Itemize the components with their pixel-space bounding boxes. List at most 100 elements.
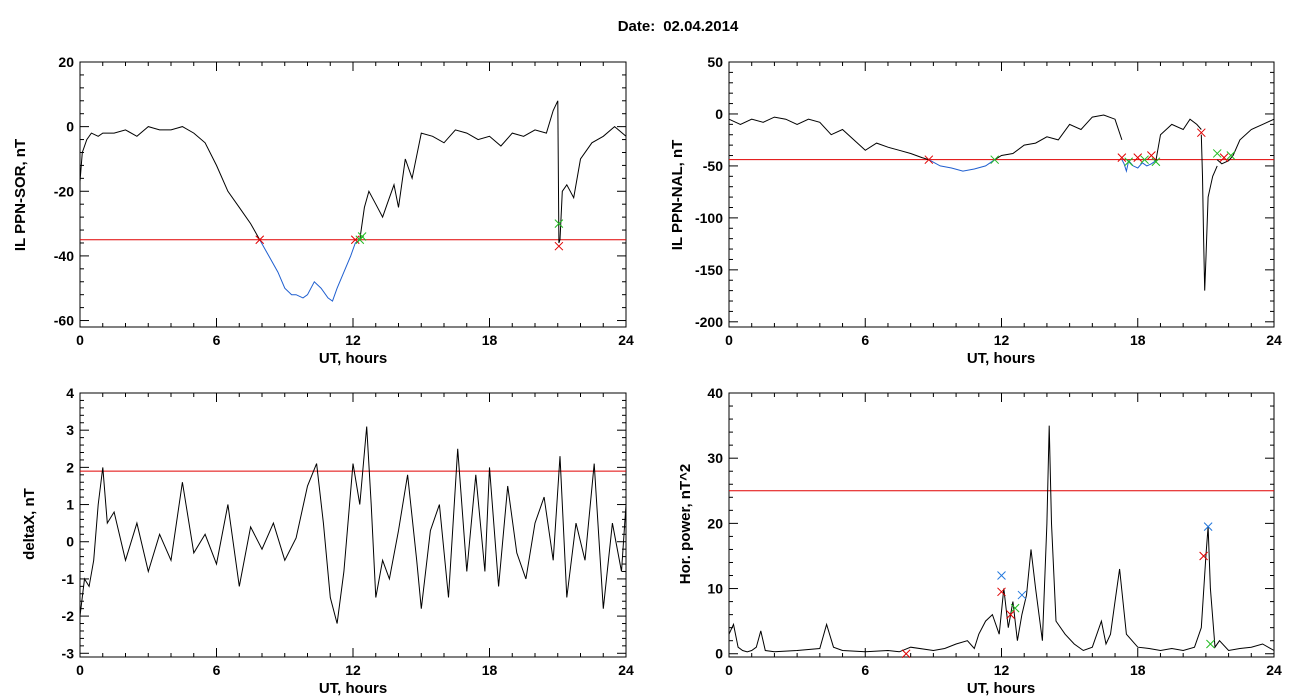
marker-green	[1206, 639, 1215, 649]
x-tick-label: 24	[618, 332, 634, 348]
series-line	[79, 126, 261, 240]
marker-green	[554, 219, 564, 228]
y-axis-label: IL PPN-NAL, nT	[669, 140, 686, 251]
marker-red	[1196, 128, 1206, 138]
y-axis-label: deltaX, nT	[21, 488, 38, 560]
marker-green	[1226, 151, 1236, 160]
marker-blue	[1203, 522, 1213, 531]
marker-red	[350, 235, 360, 245]
marker-green	[1140, 155, 1149, 165]
x-tick-label: 18	[1130, 662, 1146, 678]
plot-frame	[79, 392, 627, 658]
series-line	[994, 114, 1123, 161]
y-tick-label: 20	[707, 515, 723, 531]
x-tick-label: 24	[618, 662, 634, 678]
marker-green	[1212, 149, 1222, 158]
series-line	[728, 116, 929, 161]
marker-green	[1124, 157, 1134, 167]
marker-red	[901, 649, 911, 659]
plot-frame	[728, 61, 1275, 328]
series-line-below-threshold	[928, 159, 995, 172]
y-tick-label: 0	[66, 534, 74, 550]
x-tick-label: 0	[725, 332, 733, 348]
marker-red	[924, 155, 934, 165]
date-value: 02.04.2014	[663, 18, 739, 35]
series-line-below-threshold	[1121, 159, 1157, 174]
chart-panel-hor-power: Hor. power, nT^2 UT, hours 0 6 12 18 24 0 10 20…	[677, 385, 1282, 697]
series-line	[1155, 118, 1202, 161]
y-axis-label: IL PPN-SOR, nT	[12, 139, 29, 251]
x-tick-label: 0	[76, 332, 84, 348]
y-tick-label: 3	[66, 422, 74, 438]
x-axis-label: UT, hours	[319, 350, 387, 367]
x-axis-label: UT, hours	[967, 350, 1035, 367]
x-tick-label: 24	[1266, 662, 1282, 678]
x-tick-label: 12	[345, 662, 361, 678]
y-tick-label: -200	[695, 314, 723, 330]
y-tick-label: 10	[707, 581, 723, 597]
x-tick-label: 6	[861, 662, 869, 678]
series-line	[1216, 118, 1275, 165]
y-tick-label: -60	[54, 313, 74, 329]
marker-red	[255, 235, 265, 245]
marker-blue	[997, 571, 1006, 580]
x-tick-label: 18	[482, 662, 498, 678]
chart-panel-ppn-sor: IL PPN-SOR, nT UT, hours 0 6 12 18 24 -60 -40 -…	[12, 54, 634, 367]
marker-green	[1010, 603, 1020, 613]
y-tick-label: 20	[58, 54, 74, 70]
series-line	[79, 426, 627, 624]
y-tick-label: 50	[707, 54, 723, 70]
date-header: Date: 02.04.2014	[0, 18, 1300, 35]
marker-red	[1199, 551, 1208, 561]
y-tick-label: 4	[66, 385, 74, 401]
x-tick-label: 6	[213, 332, 221, 348]
y-tick-label: -1	[62, 571, 75, 587]
marker-red	[1006, 610, 1015, 619]
x-axis-label: UT, hours	[967, 680, 1035, 697]
x-tick-label: 18	[1130, 332, 1146, 348]
y-tick-label: 0	[66, 119, 74, 135]
x-axis-label: UT, hours	[319, 680, 387, 697]
x-tick-label: 6	[213, 662, 221, 678]
y-tick-label: 40	[707, 385, 723, 401]
y-tick-label: -2	[62, 608, 75, 624]
plot-frame	[79, 61, 627, 328]
y-axis-label: Hor. power, nT^2	[677, 464, 694, 584]
y-tick-label: -20	[54, 183, 74, 199]
marker-red	[1117, 153, 1127, 162]
x-tick-label: 0	[76, 662, 84, 678]
marker-green	[357, 232, 367, 241]
marker-green	[1151, 157, 1161, 167]
y-tick-label: -3	[62, 645, 75, 661]
x-tick-label: 24	[1266, 332, 1282, 348]
y-tick-label: -100	[695, 210, 723, 226]
y-tick-label: 30	[707, 450, 723, 466]
x-tick-label: 6	[861, 332, 869, 348]
series-line	[728, 425, 1275, 653]
y-tick-label: 2	[66, 459, 74, 475]
series-line	[359, 100, 627, 244]
series-line-below-threshold	[259, 239, 361, 302]
marker-green	[990, 155, 1000, 165]
plot-frame	[728, 392, 1275, 658]
x-tick-label: 18	[482, 332, 498, 348]
y-tick-label: 0	[715, 106, 723, 122]
marker-red	[1219, 153, 1229, 162]
marker-red	[554, 241, 564, 251]
marker-red	[1133, 153, 1143, 162]
y-tick-label: -50	[703, 158, 723, 174]
x-tick-label: 12	[994, 332, 1010, 348]
chart-panel-ppn-nal: IL PPN-NAL, nT UT, hours 0 6 12 18 24 -200 -15…	[669, 54, 1282, 367]
x-tick-label: 0	[725, 662, 733, 678]
y-tick-label: 0	[715, 646, 723, 662]
marker-red	[1147, 151, 1156, 160]
date-label: Date:	[617, 18, 656, 35]
y-tick-label: 1	[66, 497, 74, 513]
x-tick-label: 12	[994, 662, 1010, 678]
marker-blue	[1017, 590, 1027, 600]
marker-red	[997, 587, 1006, 597]
x-tick-label: 12	[345, 332, 361, 348]
series-line	[1200, 134, 1218, 291]
